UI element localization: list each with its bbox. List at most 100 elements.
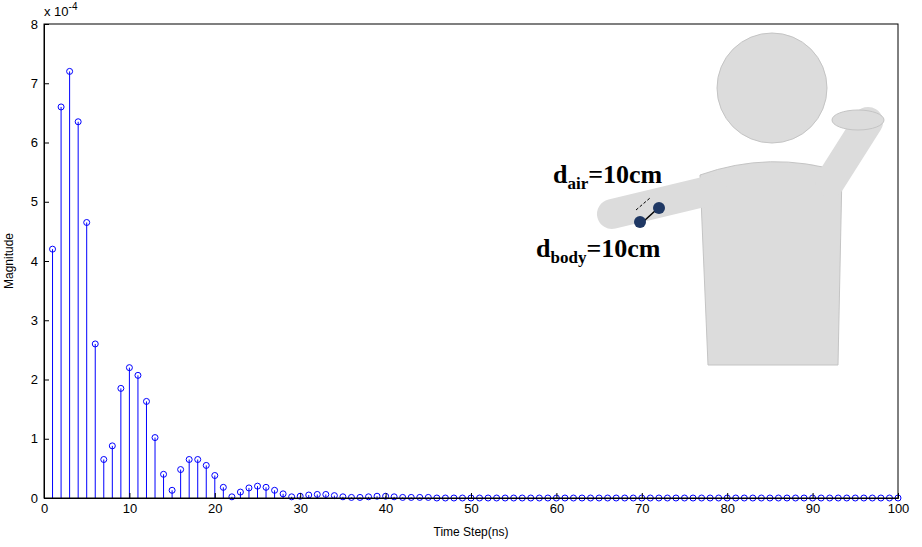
x-tick-label: 40 [379,501,393,516]
stem-marker [348,494,354,500]
x-tick-mark [813,493,814,498]
inset-figure [556,26,886,366]
stem-line [95,344,96,498]
stem-marker [143,398,149,404]
stem-line [172,490,173,498]
plot-background [44,24,898,498]
x-axis: 0102030405060708090100 [41,493,909,516]
x-tick-label: 60 [550,501,564,516]
annotation: dair=10cm [553,160,663,193]
stem-marker [357,494,363,500]
stem-marker [169,487,175,493]
y-tick-mark [44,380,49,381]
y-tick-label: 1 [31,431,38,446]
stem-marker [263,484,269,490]
y-tick: 0 [31,491,49,506]
y-axis: 012345678 [31,17,49,506]
y-tick-mark [44,320,49,321]
stem-line [69,71,70,498]
stem-marker [220,484,226,490]
y-tick-mark [44,202,49,203]
stem-line [206,465,207,498]
x-axis-title: Time Step(ns) [434,525,509,539]
y-tick: 3 [31,313,49,328]
stem-marker [400,494,406,500]
stem-marker [323,491,329,497]
sensor [634,216,646,228]
x-tick-mark [386,493,387,498]
y-tick: 5 [31,194,49,209]
stem-line [52,249,53,498]
stem-line [86,222,87,498]
x-tick-label: 70 [635,501,649,516]
stem-marker [272,487,278,493]
stem-line [197,459,198,498]
inset-background [556,26,886,366]
stem-line [78,122,79,498]
stem-line [189,459,190,498]
y-multiplier: x 10-4 [44,1,78,19]
stem-marker [417,494,423,500]
x-tick-mark [642,493,643,498]
stem-marker [92,341,98,347]
x-tick-label: 20 [208,501,222,516]
stem-marker [161,471,167,477]
stem-marker [152,435,158,441]
stem-marker [186,456,192,462]
stem-marker [58,104,64,110]
x-tick-label: 90 [806,501,820,516]
stem-line [129,368,130,498]
stem-marker [67,68,73,74]
figure-arm [612,190,712,214]
stem-line [120,388,121,498]
y-tick: 4 [31,254,49,269]
stems [50,68,901,501]
body-arrow [644,210,656,221]
y-tick-mark [44,24,49,25]
x-tick: 50 [464,493,478,516]
y-tick-mark [44,83,49,84]
stem-marker [408,494,414,500]
stem-marker [118,385,124,391]
stem-marker [135,372,141,378]
y-tick-mark [44,439,49,440]
y-tick-mark [44,143,49,144]
stem-marker [195,456,201,462]
stem-marker [212,472,218,478]
stem-marker [126,365,132,371]
x-tick: 80 [720,493,734,516]
chart: 0102030405060708090100012345678x 10-4Tim… [0,0,922,547]
x-tick-mark [129,493,130,498]
y-tick-label: 5 [31,194,38,209]
annotation-suffix: =10cm [588,160,662,189]
x-tick-label: 30 [293,501,307,516]
stem-marker [101,456,107,462]
y-axis-line [45,25,50,499]
x-tick: 40 [379,493,393,516]
stem-marker [203,462,209,468]
y-tick-label: 8 [31,17,38,32]
stem-line [146,401,147,498]
stem-marker [306,492,312,498]
x-tick-label: 0 [41,501,48,516]
stem-line [61,107,62,498]
x-tick: 20 [208,493,222,516]
y-axis-title: Magnitude [2,233,16,289]
x-tick: 90 [806,493,820,516]
x-tick-label: 50 [464,501,478,516]
y-tick-mark [44,261,49,262]
stem-line [248,488,249,498]
stem-marker [246,485,252,491]
stem-line [257,486,258,498]
stem-line [103,459,104,498]
x-tick: 60 [550,493,564,516]
stem-marker [178,467,184,473]
stem-marker [237,489,243,495]
x-tick: 70 [635,493,649,516]
y-tick-label: 0 [31,491,38,506]
stem-line [283,494,284,498]
y-tick-label: 4 [31,254,38,269]
annotation-subscript: body [550,248,586,267]
x-tick-mark [215,493,216,498]
y-tick: 2 [31,372,49,387]
